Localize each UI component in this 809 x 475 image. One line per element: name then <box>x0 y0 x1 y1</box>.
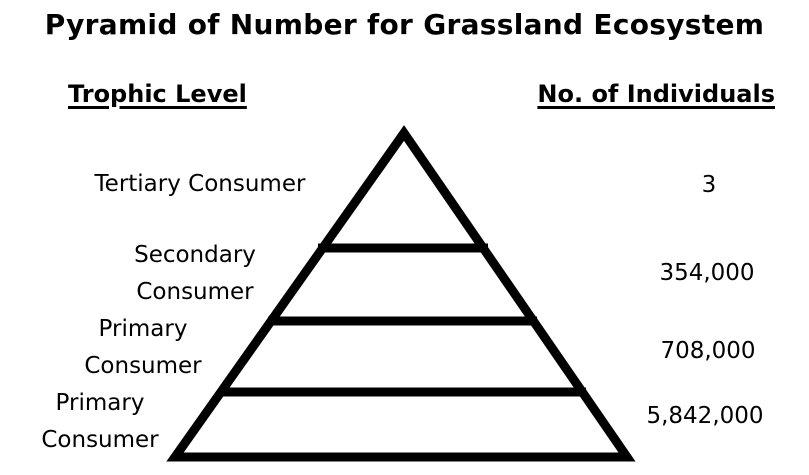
level-label-line: Tertiary Consumer <box>94 171 306 197</box>
level-label-line: Consumer <box>41 427 159 453</box>
level-label-secondary: Secondary Consumer <box>95 237 295 311</box>
level-label-tertiary: Tertiary Consumer <box>40 166 360 203</box>
level-label-line: Consumer <box>84 353 202 379</box>
level-label-primary-2: Primary Consumer <box>0 385 200 459</box>
level-label-line: Primary <box>55 390 145 416</box>
diagram-title: Pyramid of Number for Grassland Ecosyste… <box>44 8 765 41</box>
level-label-primary-1: Primary Consumer <box>43 311 243 385</box>
trophic-level-header: Trophic Level <box>68 80 247 108</box>
level-value-primary-2: 5,842,000 <box>646 403 764 429</box>
level-label-line: Primary <box>98 316 188 342</box>
level-value-secondary: 354,000 <box>659 260 755 286</box>
level-value-primary-1: 708,000 <box>660 338 756 364</box>
pyramid-outline <box>166 125 636 462</box>
level-label-line: Consumer <box>136 279 254 305</box>
individuals-header: No. of Individuals <box>537 80 775 108</box>
level-label-line: Secondary <box>134 242 256 268</box>
level-value-tertiary: 3 <box>701 172 717 198</box>
